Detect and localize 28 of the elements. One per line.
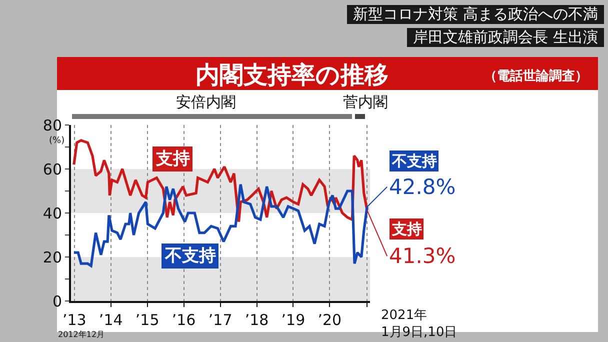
x-tick-label: ’13 [62,311,86,329]
x-tick-label: ’17 [208,311,232,329]
text: 支持 [392,220,422,238]
x-tick-label: ’16 [172,311,196,329]
text: 新型コロナ対策 高まる政治への不満 [347,5,604,24]
data-label: 41.3% [389,244,456,268]
text: （電話世論調査） [484,68,588,85]
x-tick-label: ’14 [98,311,123,329]
text: 安倍内閣 [176,93,236,111]
x-tick-label: ’20 [318,311,342,329]
y-tick-label: 80 [42,116,62,134]
x-tick-label: ’19 [281,311,306,329]
y-tick-label: 20 [42,248,62,266]
series-label: 支持 [155,149,190,169]
y-axis-title: (%) [49,136,65,146]
text: 菅内閣 [343,93,388,111]
x-tick-label: ’15 [135,311,160,329]
text: 2012年12月 [58,330,105,339]
series-label: 不支持 [164,246,216,266]
y-tick-label: 0 [52,292,62,310]
text: 不支持 [392,152,437,170]
text: 2021年 1月9日,10日 [381,308,458,340]
data-label: 42.8% [389,175,456,199]
y-tick-label: 40 [42,204,62,222]
text: 岸田文雄前政調会長 生出演 [407,28,604,47]
x-tick-label: ’18 [244,311,269,329]
chart-title: 内閣支持率の推移 [196,61,388,89]
y-tick-label: 60 [42,160,62,178]
